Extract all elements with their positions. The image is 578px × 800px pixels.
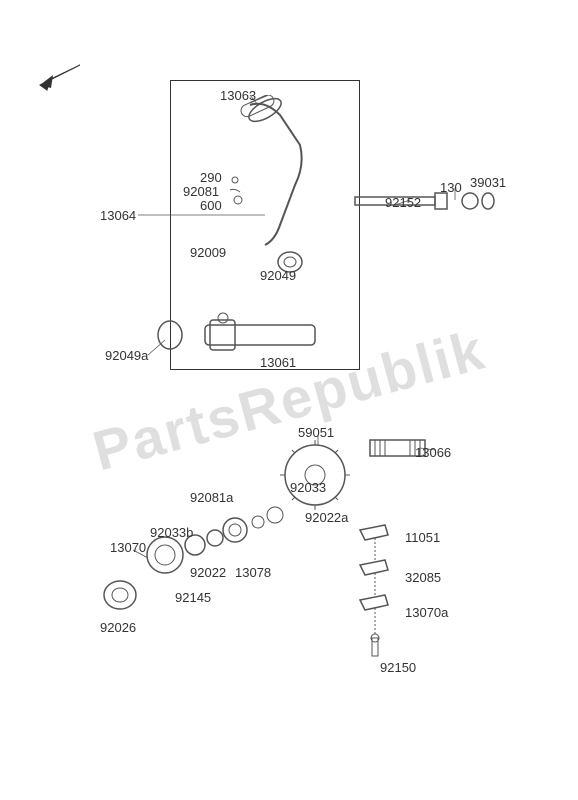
bracket-stack — [350, 520, 400, 660]
label-92049a: 92049a — [105, 348, 148, 363]
label-92081a: 92081a — [190, 490, 233, 505]
label-13070a: 13070a — [405, 605, 448, 620]
label-92022a: 92022a — [305, 510, 348, 525]
label-13070: 13070 — [110, 540, 146, 555]
spacer — [100, 575, 140, 615]
label-92033b: 92033b — [150, 525, 193, 540]
label-92049: 92049 — [260, 268, 296, 283]
label-600: 600 — [200, 198, 222, 213]
label-92081: 92081 — [183, 184, 219, 199]
label-92009: 92009 — [190, 245, 226, 260]
shaft-assembly — [155, 310, 335, 360]
label-39031: 39031 — [470, 175, 506, 190]
label-13078: 13078 — [235, 565, 271, 580]
label-13064: 13064 — [100, 208, 136, 223]
label-13061: 13061 — [260, 355, 296, 370]
label-92022: 92022 — [190, 565, 226, 580]
label-130: 130 — [440, 180, 462, 195]
label-92152: 92152 — [385, 195, 421, 210]
label-59051: 59051 — [298, 425, 334, 440]
small-parts-group — [220, 170, 270, 220]
label-13066: 13066 — [415, 445, 451, 460]
gear — [280, 440, 350, 510]
label-92033: 92033 — [290, 480, 326, 495]
bolt-assembly — [350, 185, 500, 225]
label-92150: 92150 — [380, 660, 416, 675]
arrow-indicator — [35, 60, 85, 100]
label-11051: 11051 — [405, 530, 440, 545]
label-92026: 92026 — [100, 620, 136, 635]
parts-diagram: 13063 290 92081 600 13064 92009 92049 92… — [0, 0, 578, 800]
label-92145: 92145 — [175, 590, 211, 605]
label-290: 290 — [200, 170, 222, 185]
label-32085: 32085 — [405, 570, 441, 585]
label-13063: 13063 — [220, 88, 256, 103]
